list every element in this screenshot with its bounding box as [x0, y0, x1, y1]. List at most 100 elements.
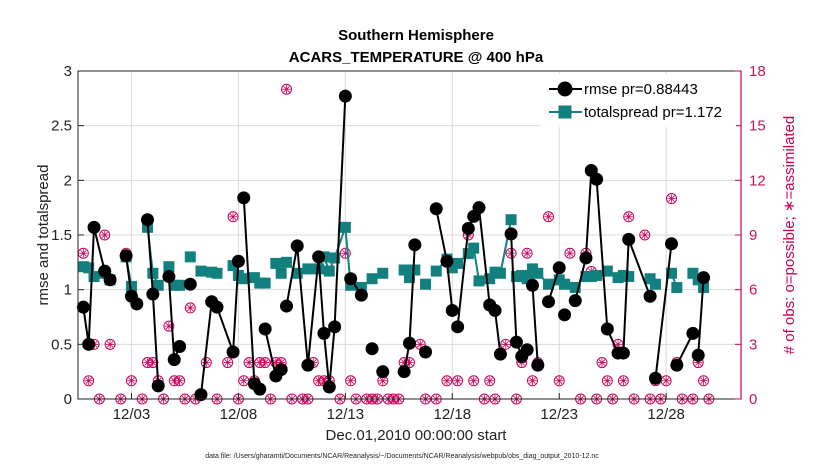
spread-point — [468, 242, 480, 254]
rmse-point — [258, 322, 272, 336]
y2-tick-label: 12 — [749, 172, 766, 189]
spread-point — [152, 279, 164, 291]
spread-point — [227, 260, 239, 272]
obs-count-marker — [698, 375, 710, 387]
rmse-point — [210, 300, 224, 314]
obs-count-marker — [281, 83, 293, 95]
spread-point — [409, 264, 421, 276]
obs-count-marker — [259, 357, 271, 369]
obs-count-marker — [553, 375, 565, 387]
obs-count-marker — [564, 247, 576, 259]
legend-spread-label: totalspread pr=1.172 — [584, 104, 722, 121]
x-tick-label: 12/13 — [327, 406, 365, 423]
y-tick-label: 1.5 — [51, 227, 72, 244]
rmse-point — [552, 261, 566, 275]
y-tick-label: 0 — [64, 391, 72, 408]
rmse-point — [317, 326, 331, 340]
rmse-point — [301, 358, 315, 372]
y-tick-label: 0.5 — [51, 336, 72, 353]
spread-point — [494, 267, 506, 279]
spread-point — [238, 273, 250, 285]
obs-count-marker — [601, 375, 613, 387]
rmse-point — [280, 299, 294, 313]
rmse-point — [354, 288, 368, 302]
legend-rmse-marker — [557, 81, 573, 97]
obs-count-marker — [125, 375, 137, 387]
rmse-point — [365, 342, 379, 356]
right-axis: 0 3 6 9 12 15 18 — [735, 63, 766, 408]
rmse-line-segment — [200, 301, 213, 395]
rmse-point — [691, 348, 705, 362]
rmse-point — [445, 303, 459, 317]
y2-tick-label: 9 — [749, 227, 757, 244]
spread-point — [665, 267, 677, 279]
y2-axis-label: # of obs: o=possible; ∗=assimilated — [781, 116, 798, 355]
spread-point — [559, 278, 571, 290]
obs-count-marker — [623, 211, 635, 223]
rmse-point — [643, 289, 657, 303]
rmse-point — [408, 238, 422, 252]
rmse-line-segment — [285, 96, 347, 388]
spread-point — [339, 221, 351, 233]
y-tick-label: 3 — [64, 63, 72, 80]
obs-count-marker — [484, 375, 496, 387]
spread-point — [125, 280, 137, 292]
left-axis: 0 0.5 1 1.5 2 2.5 3 — [51, 63, 84, 408]
obs-count-marker — [174, 375, 186, 387]
spread-point — [345, 279, 357, 291]
x-axis: 12/03 12/08 12/13 12/18 12/23 12/28 — [113, 393, 685, 423]
obs-count-marker — [404, 357, 415, 369]
spread-point — [473, 275, 485, 287]
legend-box — [540, 74, 736, 127]
rmse-line-segment — [82, 227, 111, 345]
obs-count-marker — [184, 302, 196, 314]
x-axis-label: Dec.01,2010 00:00:00 start — [326, 427, 508, 444]
spread-point — [259, 277, 271, 289]
spread-point — [505, 214, 517, 226]
chart-subtitle: ACARS_TEMPERATURE @ 400 hPa — [289, 49, 544, 66]
spread-point — [521, 273, 533, 285]
obs-count-marker — [83, 375, 95, 387]
spread-point — [569, 281, 581, 293]
spread-point — [195, 265, 207, 277]
spread-point — [323, 265, 335, 277]
rmse-point — [403, 336, 416, 350]
rmse-point — [82, 337, 96, 351]
rmse-point — [670, 358, 684, 372]
obs-count-marker — [526, 375, 538, 387]
spread-point — [83, 262, 95, 274]
rmse-point — [451, 320, 465, 334]
obs-count-marker — [660, 375, 672, 387]
rmse-point — [461, 221, 475, 235]
rmse-point — [504, 227, 518, 241]
spread-point — [420, 278, 432, 290]
rmse-point — [226, 345, 240, 359]
data-file-footnote: data file: /Users/gharamti/Documents/NCA… — [205, 453, 599, 460]
legend-spread-marker — [558, 105, 572, 119]
spread-point — [623, 271, 635, 283]
spread-point — [275, 267, 287, 279]
spread-point — [484, 273, 496, 285]
rmse-point — [76, 300, 90, 314]
rmse-point — [376, 365, 390, 379]
y-tick-label: 1 — [64, 282, 72, 299]
spread-point — [355, 281, 367, 293]
spread-point — [649, 278, 661, 290]
legend-rmse-label: rmse pr=0.88443 — [584, 81, 698, 98]
rmse-point — [531, 358, 545, 372]
rmse-point — [141, 213, 155, 227]
rmse-line-segment — [697, 277, 705, 356]
spread-point — [430, 265, 442, 277]
spread-point — [302, 263, 314, 275]
obs-count-marker — [222, 357, 234, 369]
spread-point — [329, 252, 341, 264]
rmse-point — [686, 326, 700, 340]
spread-point — [211, 267, 223, 279]
y-tick-label: 2.5 — [51, 118, 72, 135]
legend: rmse pr=0.88443 totalspread pr=1.172 — [540, 74, 736, 127]
spread-point — [452, 257, 464, 269]
rmse-point — [520, 343, 534, 357]
obs-count-marker — [452, 375, 464, 387]
rmse-point — [338, 89, 352, 103]
